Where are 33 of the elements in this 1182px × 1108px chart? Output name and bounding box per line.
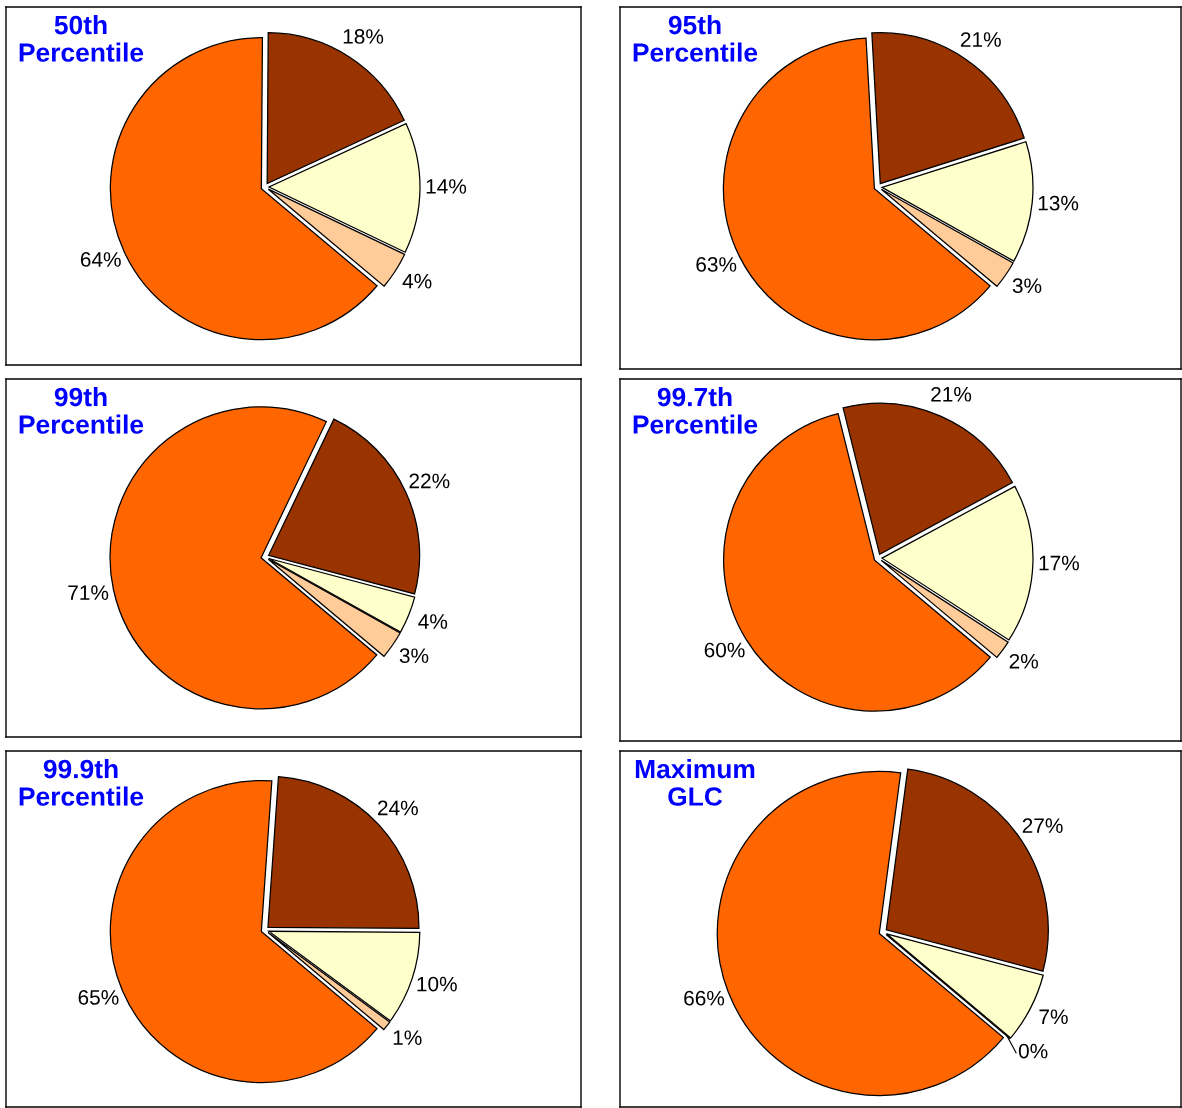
data-label: 22%	[409, 473, 450, 489]
data-label: 24%	[378, 800, 418, 816]
data-label: 21%	[931, 386, 972, 402]
data-label: 3%	[399, 648, 429, 664]
pie-slice	[842, 402, 1014, 555]
data-label: 14%	[426, 179, 467, 194]
chart-title: 95th Percentile	[633, 15, 758, 62]
pie-slice	[871, 32, 1025, 185]
chart-title: 99.9th Percentile	[19, 759, 144, 806]
chart-title: Maximum GLC	[635, 759, 755, 806]
data-label: 2%	[1009, 653, 1038, 669]
data-label: 64%	[80, 252, 121, 267]
data-label: 4%	[418, 614, 448, 629]
pie-slice	[267, 776, 420, 929]
data-label: 1%	[393, 1030, 422, 1045]
data-label: 63%	[696, 257, 737, 272]
data-label: 10%	[417, 976, 457, 992]
chart-title: 99.7th Percentile	[633, 387, 758, 434]
data-label: 71%	[68, 585, 109, 600]
data-label: 7%	[1039, 1009, 1068, 1025]
data-label: 66%	[684, 990, 725, 1006]
data-label: 13%	[1038, 195, 1079, 211]
text: 0%	[1018, 1043, 1048, 1059]
data-label: 65%	[78, 990, 119, 1005]
data-label: 27%	[1022, 818, 1063, 833]
data-label: 60%	[704, 642, 745, 658]
chart-title: 99th Percentile	[19, 387, 144, 434]
chart-title: 50th Percentile	[19, 15, 144, 62]
data-label: 21%	[960, 32, 1001, 47]
data-label: 18%	[343, 29, 384, 44]
data-label: 17%	[1039, 555, 1079, 571]
data-label: 4%	[402, 273, 432, 289]
data-label: 3%	[1012, 278, 1042, 294]
